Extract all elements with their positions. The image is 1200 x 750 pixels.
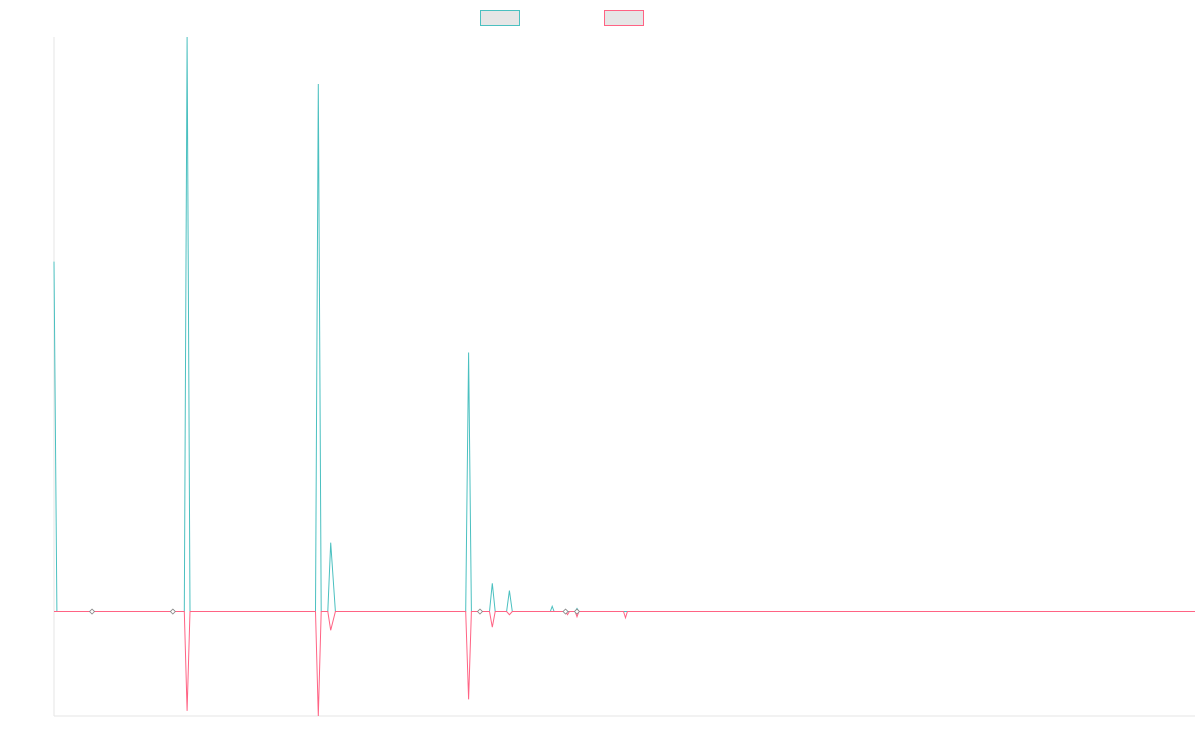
series-line-1 [53,36,1195,612]
baseline-marker-5 [573,608,581,615]
baseline-marker-1 [88,608,96,615]
legend-item-series-2[interactable] [604,9,650,27]
legend-swatch-series-2 [604,10,644,26]
legend-item-series-1[interactable] [480,9,526,27]
series-line-2 [54,611,1195,717]
baseline-marker-3 [476,608,484,615]
legend-swatch-series-1 [480,10,520,26]
baseline-marker-2 [169,608,176,615]
baseline-marker-4 [562,608,569,615]
